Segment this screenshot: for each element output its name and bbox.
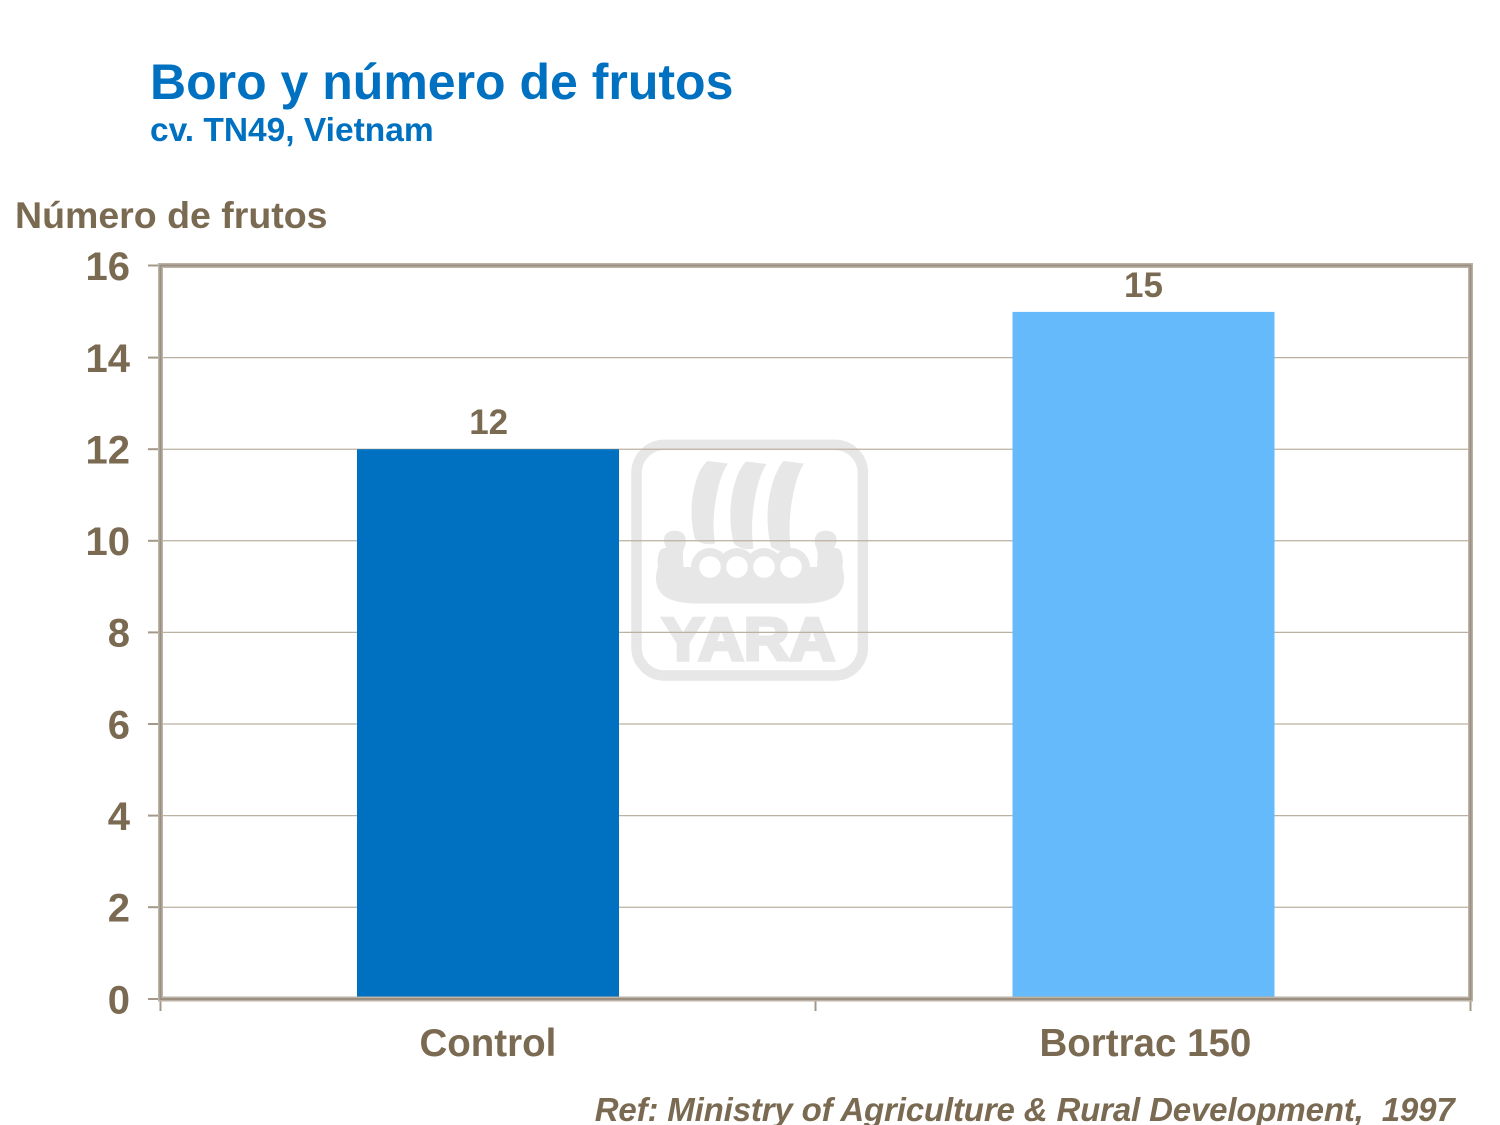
svg-text:YARA: YARA	[662, 606, 835, 673]
svg-text:0: 0	[108, 978, 130, 1022]
svg-text:12: 12	[86, 429, 131, 473]
svg-text:Bortrac 150: Bortrac 150	[1039, 1022, 1251, 1065]
svg-text:Boro y número de frutos: Boro y número de frutos	[150, 54, 733, 110]
svg-text:Número de frutos: Número de frutos	[15, 194, 328, 236]
svg-text:8: 8	[108, 612, 130, 656]
svg-text:10: 10	[86, 520, 131, 564]
svg-text:Ref: Ministry of Agriculture &: Ref: Ministry of Agriculture & Rural Dev…	[595, 1091, 1457, 1125]
svg-text:16: 16	[86, 245, 131, 289]
svg-text:2: 2	[108, 887, 130, 931]
svg-text:12: 12	[469, 403, 508, 442]
svg-text:cv. TN49, Vietnam: cv. TN49, Vietnam	[150, 112, 434, 149]
svg-text:4: 4	[108, 795, 131, 839]
svg-text:Control: Control	[419, 1022, 556, 1065]
svg-text:6: 6	[108, 703, 130, 747]
svg-text:15: 15	[1124, 266, 1163, 305]
svg-text:14: 14	[86, 337, 131, 381]
